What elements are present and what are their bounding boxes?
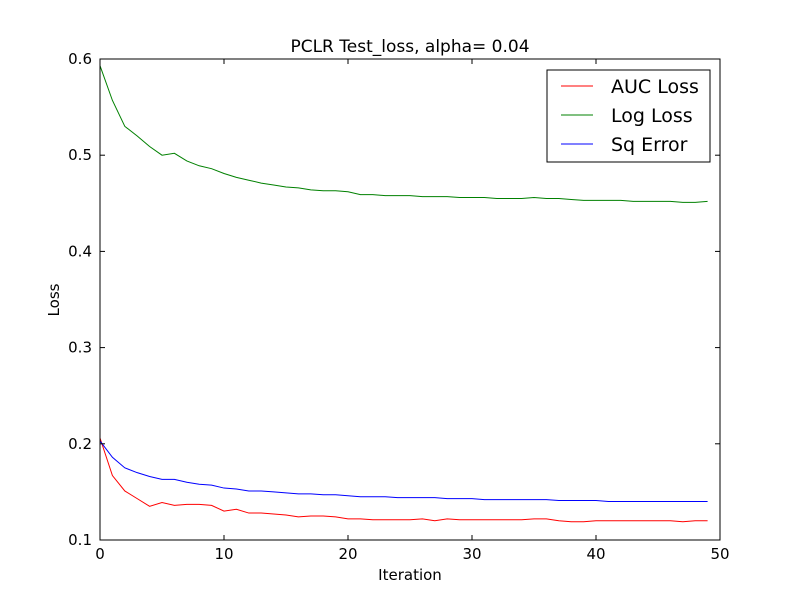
y-axis-ticks: 0.1 0.2 0.3 0.4 0.5 0.6: [68, 50, 720, 549]
y-tick-label: 0.4: [68, 242, 92, 260]
legend-label-3: Sq Error: [611, 134, 688, 156]
x-tick-label: 50: [710, 545, 729, 563]
series-layer: [99, 65, 708, 523]
legend-label-1: AUC Loss: [611, 76, 699, 98]
x-tick-label: 0: [95, 545, 105, 563]
legend: AUC Loss Log Loss Sq Error: [546, 69, 711, 163]
legend-box: [546, 69, 711, 163]
y-tick-label: 0.2: [68, 435, 92, 453]
series-line-1: [99, 437, 708, 523]
x-axis-ticks: 0 10 20 30 40 50: [95, 59, 730, 563]
chart-title: PCLR Test_loss, alpha= 0.04: [290, 37, 529, 57]
x-tick-label: 30: [462, 545, 481, 563]
y-tick-label: 0.6: [68, 50, 92, 68]
plot-frame: [99, 58, 721, 541]
x-tick-label: 20: [338, 545, 357, 563]
plot-area: 0 10 20 30 40 50 0.1 0.2 0.3 0.4 0.5 0.6: [68, 50, 729, 563]
x-tick-label: 10: [214, 545, 233, 563]
x-tick-label: 40: [586, 545, 605, 563]
y-axis-label: Loss: [45, 283, 63, 316]
y-tick-label: 0.1: [68, 531, 92, 549]
y-tick-label: 0.3: [68, 339, 92, 357]
series-line-2: [99, 65, 708, 203]
series-line-3: [99, 440, 708, 503]
x-axis-label: Iteration: [378, 566, 442, 584]
y-tick-label: 0.5: [68, 146, 92, 164]
legend-label-2: Log Loss: [611, 105, 693, 127]
